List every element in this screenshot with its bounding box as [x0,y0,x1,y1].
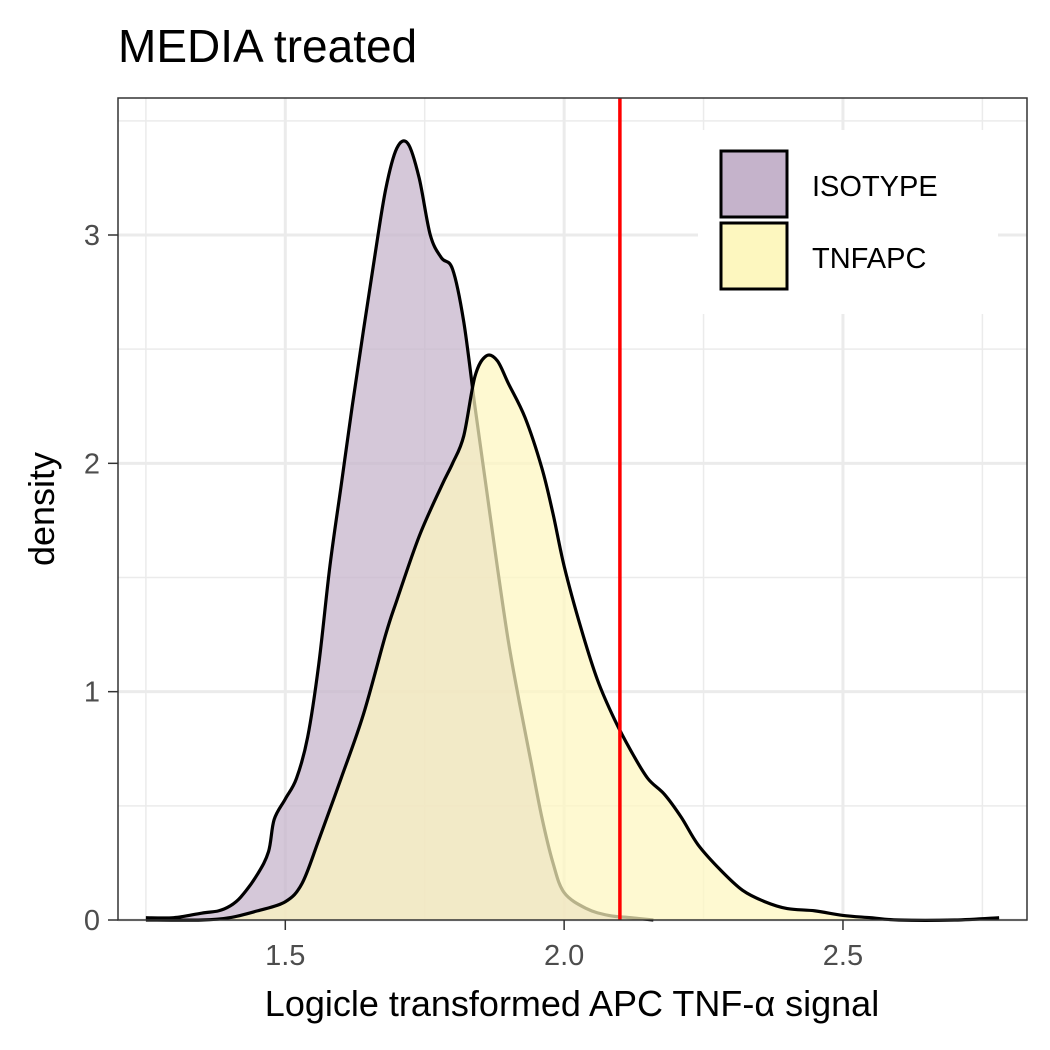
x-tick-label: 2.5 [823,940,863,972]
y-tick-label: 0 [84,905,100,937]
y-axis-title: density [21,452,62,566]
x-axis-title: Logicle transformed APC TNF-α signal [265,983,879,1024]
y-tick-label: 2 [84,448,100,480]
legend-key-tnfapc [719,221,789,291]
y-tick-label: 3 [84,220,100,252]
legend-label-isotype: ISOTYPE [812,171,938,203]
x-tick-label: 2.0 [544,940,584,972]
density-curve-tnfapc [145,353,1000,922]
y-tick-label: 1 [84,677,100,709]
y-axis: 0 1 2 3 [84,220,118,937]
legend: ISOTYPE TNFAPC [698,130,998,314]
legend-label-tnfapc: TNFAPC [812,243,926,275]
panel-border [117,97,1028,921]
legend-key-isotype [719,149,789,219]
density-area-isotype [145,140,654,920]
series-layer [145,139,1000,922]
x-axis: 1.5 2.0 2.5 [265,920,863,972]
x-tick-label: 1.5 [265,940,305,972]
chart-title: MEDIA treated [118,20,417,72]
density-area-tnfapc [145,354,1000,921]
